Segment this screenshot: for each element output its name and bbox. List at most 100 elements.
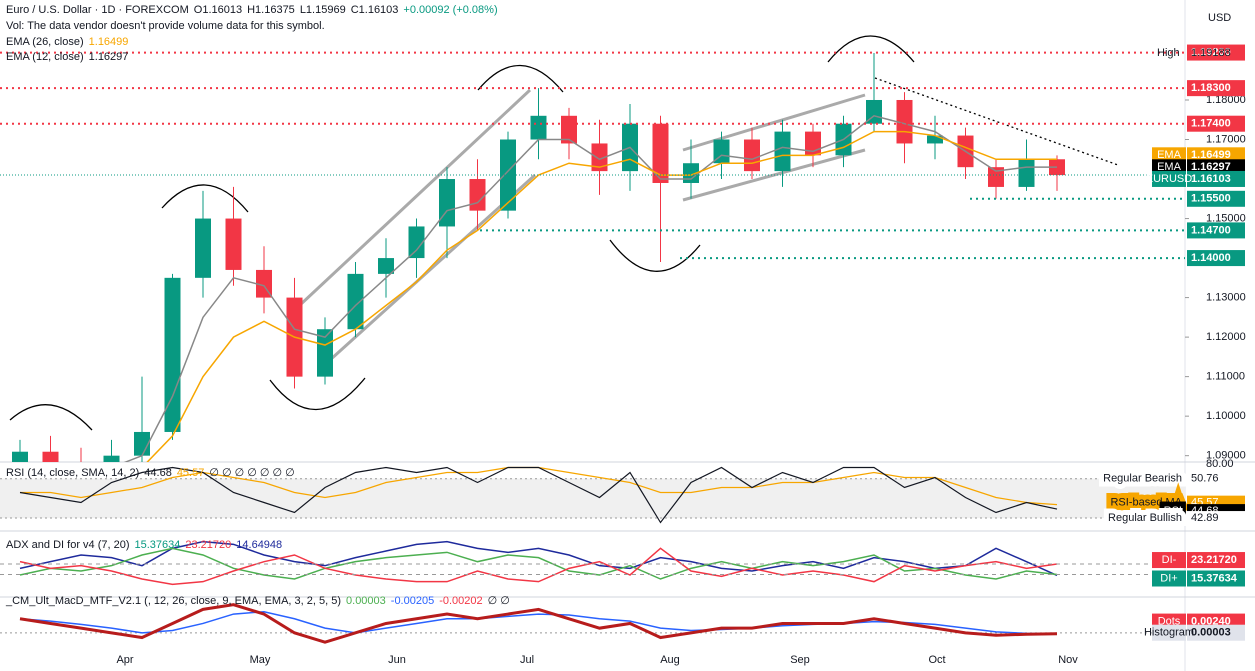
rsi-band: [0, 478, 1185, 519]
label: RSI (14, close, SMA, 14, 2): [6, 467, 140, 479]
value: -0.00202: [439, 595, 483, 607]
tag-value: 1.16499: [1191, 149, 1231, 161]
tag-value: 1.15500: [1191, 193, 1231, 205]
y-tick-label: 1.17000: [1206, 133, 1246, 145]
x-month-label: Nov: [1058, 654, 1078, 666]
tag-name: Histogram: [1144, 627, 1194, 639]
tag-name-box: [1152, 624, 1186, 641]
tag-name: DI+: [1160, 572, 1177, 584]
x-month-label: Aug: [660, 654, 680, 666]
tag-value: 23.21720: [1191, 554, 1237, 566]
candle-body: [713, 139, 730, 164]
x-month-label: Jul: [520, 654, 534, 666]
tag-name: Dots: [1158, 615, 1181, 627]
candle-body: [408, 226, 425, 259]
tag-value: 1.16297: [1191, 161, 1231, 173]
price-tag: [1187, 170, 1245, 187]
x-month-label: Oct: [928, 654, 945, 666]
arc: [609, 239, 701, 272]
price-tag: [1187, 570, 1245, 587]
close: C1.16103: [350, 4, 399, 16]
tag-value: 0.00240: [1191, 615, 1231, 627]
currency: USD: [1208, 12, 1231, 24]
price-tag: [1187, 44, 1245, 61]
arc: [161, 184, 249, 213]
tag-value: 1.14000: [1191, 252, 1231, 264]
price-tag: [1187, 80, 1245, 97]
value: 45.57: [176, 467, 205, 479]
candle-body: [469, 179, 486, 211]
macd-legend: _CM_Ult_MacD_MTF_V2.1 (, 12, 26, close, …: [6, 594, 515, 607]
candle-body: [42, 451, 59, 462]
ema26-legend: EMA (26, close) 1.16499: [6, 36, 133, 48]
candle-body: [683, 163, 699, 183]
rsi-tag-name: Regular Bullish: [1108, 512, 1182, 524]
macd-line: [19, 603, 1058, 644]
trendline: [874, 77, 1119, 166]
di-minus-line: [19, 547, 1058, 586]
tag-value: 15.37634: [1191, 572, 1238, 584]
open: O1.16013: [193, 4, 243, 16]
tag-value: 1.16103: [1191, 173, 1231, 185]
symbol: Euro / U.S. Dollar · 1D · FOREXCOM: [6, 4, 189, 16]
low: L1.15969: [299, 4, 346, 16]
label: _CM_Ult_MacD_MTF_V2.1 (, 12, 26, close, …: [6, 595, 342, 607]
value: 0.00003: [346, 595, 386, 607]
value: 23.21720: [185, 539, 232, 551]
candle-body: [347, 273, 364, 330]
x-month-label: Apr: [116, 654, 133, 666]
tag-name: EURUSD: [1146, 173, 1193, 185]
y-tick-label: 1.18000: [1206, 94, 1246, 106]
tag-name-box: [1152, 170, 1186, 187]
candle-body: [195, 218, 211, 278]
y-tick-label: 1.11000: [1206, 371, 1245, 383]
label: ADX and DI for v4 (7, 20): [6, 539, 130, 551]
candle-body: [378, 258, 394, 274]
candle-body: [927, 135, 943, 144]
rsi-tag-value: 50.76: [1191, 473, 1219, 485]
volume-note: Vol: The data vendor doesn't provide vol…: [6, 20, 325, 32]
candle-body: [164, 277, 181, 432]
arc: [269, 377, 366, 411]
value: 14.64948: [236, 539, 283, 551]
value: 15.37634: [134, 539, 181, 551]
tag-value: 1.18300: [1191, 82, 1231, 94]
ema12-legend: EMA (12, close) 1.16297: [6, 51, 133, 63]
rsi-tag-name: Regular Bearish: [1103, 473, 1182, 485]
candle-body: [12, 451, 28, 462]
value: 44.68: [144, 467, 172, 479]
rsi-tag-name: RSI: [1164, 505, 1182, 517]
candle-body: [103, 455, 120, 462]
candle-body: [134, 431, 150, 456]
adx-legend: ADX and DI for v4 (7, 20) 15.37634 23.2172…: [6, 539, 287, 551]
y-tick-label: 1.15000: [1206, 212, 1246, 224]
change: +0.00092 (+0.08%): [403, 4, 498, 16]
candle-body: [317, 329, 333, 377]
value: -0.00205: [390, 595, 435, 607]
rsi-tag: [1187, 511, 1245, 526]
label: EMA (26, close): [6, 36, 84, 48]
rsi-top-label: 80.00: [1206, 458, 1234, 470]
high-value: 1.19188: [1191, 47, 1231, 59]
rsi-legend: RSI (14, close, SMA, 14, 2) 44.68 45.57 ∅ ∅…: [6, 466, 300, 479]
y-tick-label: 1.09000: [1206, 450, 1246, 462]
candle-body: [1018, 159, 1035, 187]
price-tag: [1187, 222, 1245, 239]
di-plus-line: [19, 547, 1058, 580]
rsi-tag-name: RSI-based MA: [1110, 497, 1182, 509]
drawings: [9, 35, 1119, 431]
label: EMA (12, close): [6, 51, 84, 63]
value: 1.16499: [88, 36, 129, 48]
symbol-legend: Euro / U.S. Dollar · 1D · FOREXCOM O1.160…: [6, 4, 503, 16]
channel: [298, 88, 537, 362]
tag-name-box: [1152, 552, 1186, 569]
candle-body: [988, 167, 1004, 187]
value: ∅ ∅: [487, 595, 510, 607]
tag-name-box: [1152, 570, 1186, 587]
price-tag: [1187, 250, 1245, 267]
candle-body: [744, 139, 760, 172]
price-tag: [1187, 624, 1245, 641]
signal-line: [19, 610, 1058, 635]
